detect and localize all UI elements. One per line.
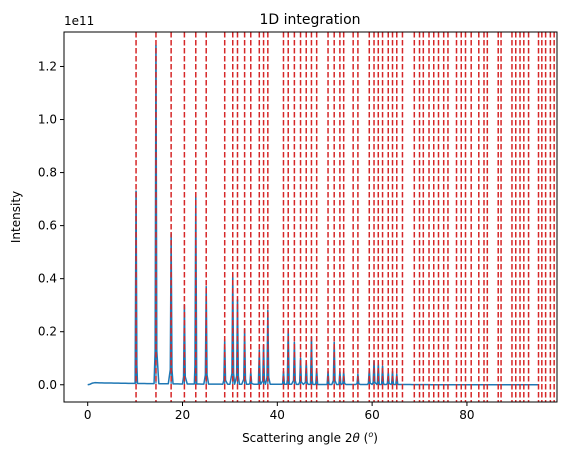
x-tick-label-0: 0 (84, 408, 92, 422)
y-tick-label-5: 1.0 (38, 113, 57, 127)
y-offset-label: 1e11 (64, 14, 94, 28)
axes-frame (63, 31, 558, 403)
chart-title: 1D integration (259, 12, 360, 28)
x-tick-label-3: 60 (364, 408, 379, 422)
y-tick-label-4: 0.8 (38, 166, 57, 180)
x-tick-label-2: 40 (270, 408, 285, 422)
y-tick-label-6: 1.2 (38, 59, 57, 73)
plot-area (87, 32, 555, 402)
y-axis-label: Intensity (9, 191, 23, 243)
x-tick-label-4: 80 (459, 408, 474, 422)
y-tick-label-1: 0.2 (38, 325, 57, 339)
x-axis-label: Scattering angle 2θ (o) (242, 430, 378, 445)
axis-ticks: 0 20 40 60 80 0.0 0.2 0.4 0.6 0.8 1.0 1.2 (38, 59, 475, 422)
y-tick-label-3: 0.6 (38, 219, 57, 233)
plot-content (87, 32, 555, 402)
x-tick-label-1: 20 (175, 408, 190, 422)
y-tick-label-2: 0.4 (38, 272, 57, 286)
y-tick-label-0: 0.0 (38, 378, 57, 392)
